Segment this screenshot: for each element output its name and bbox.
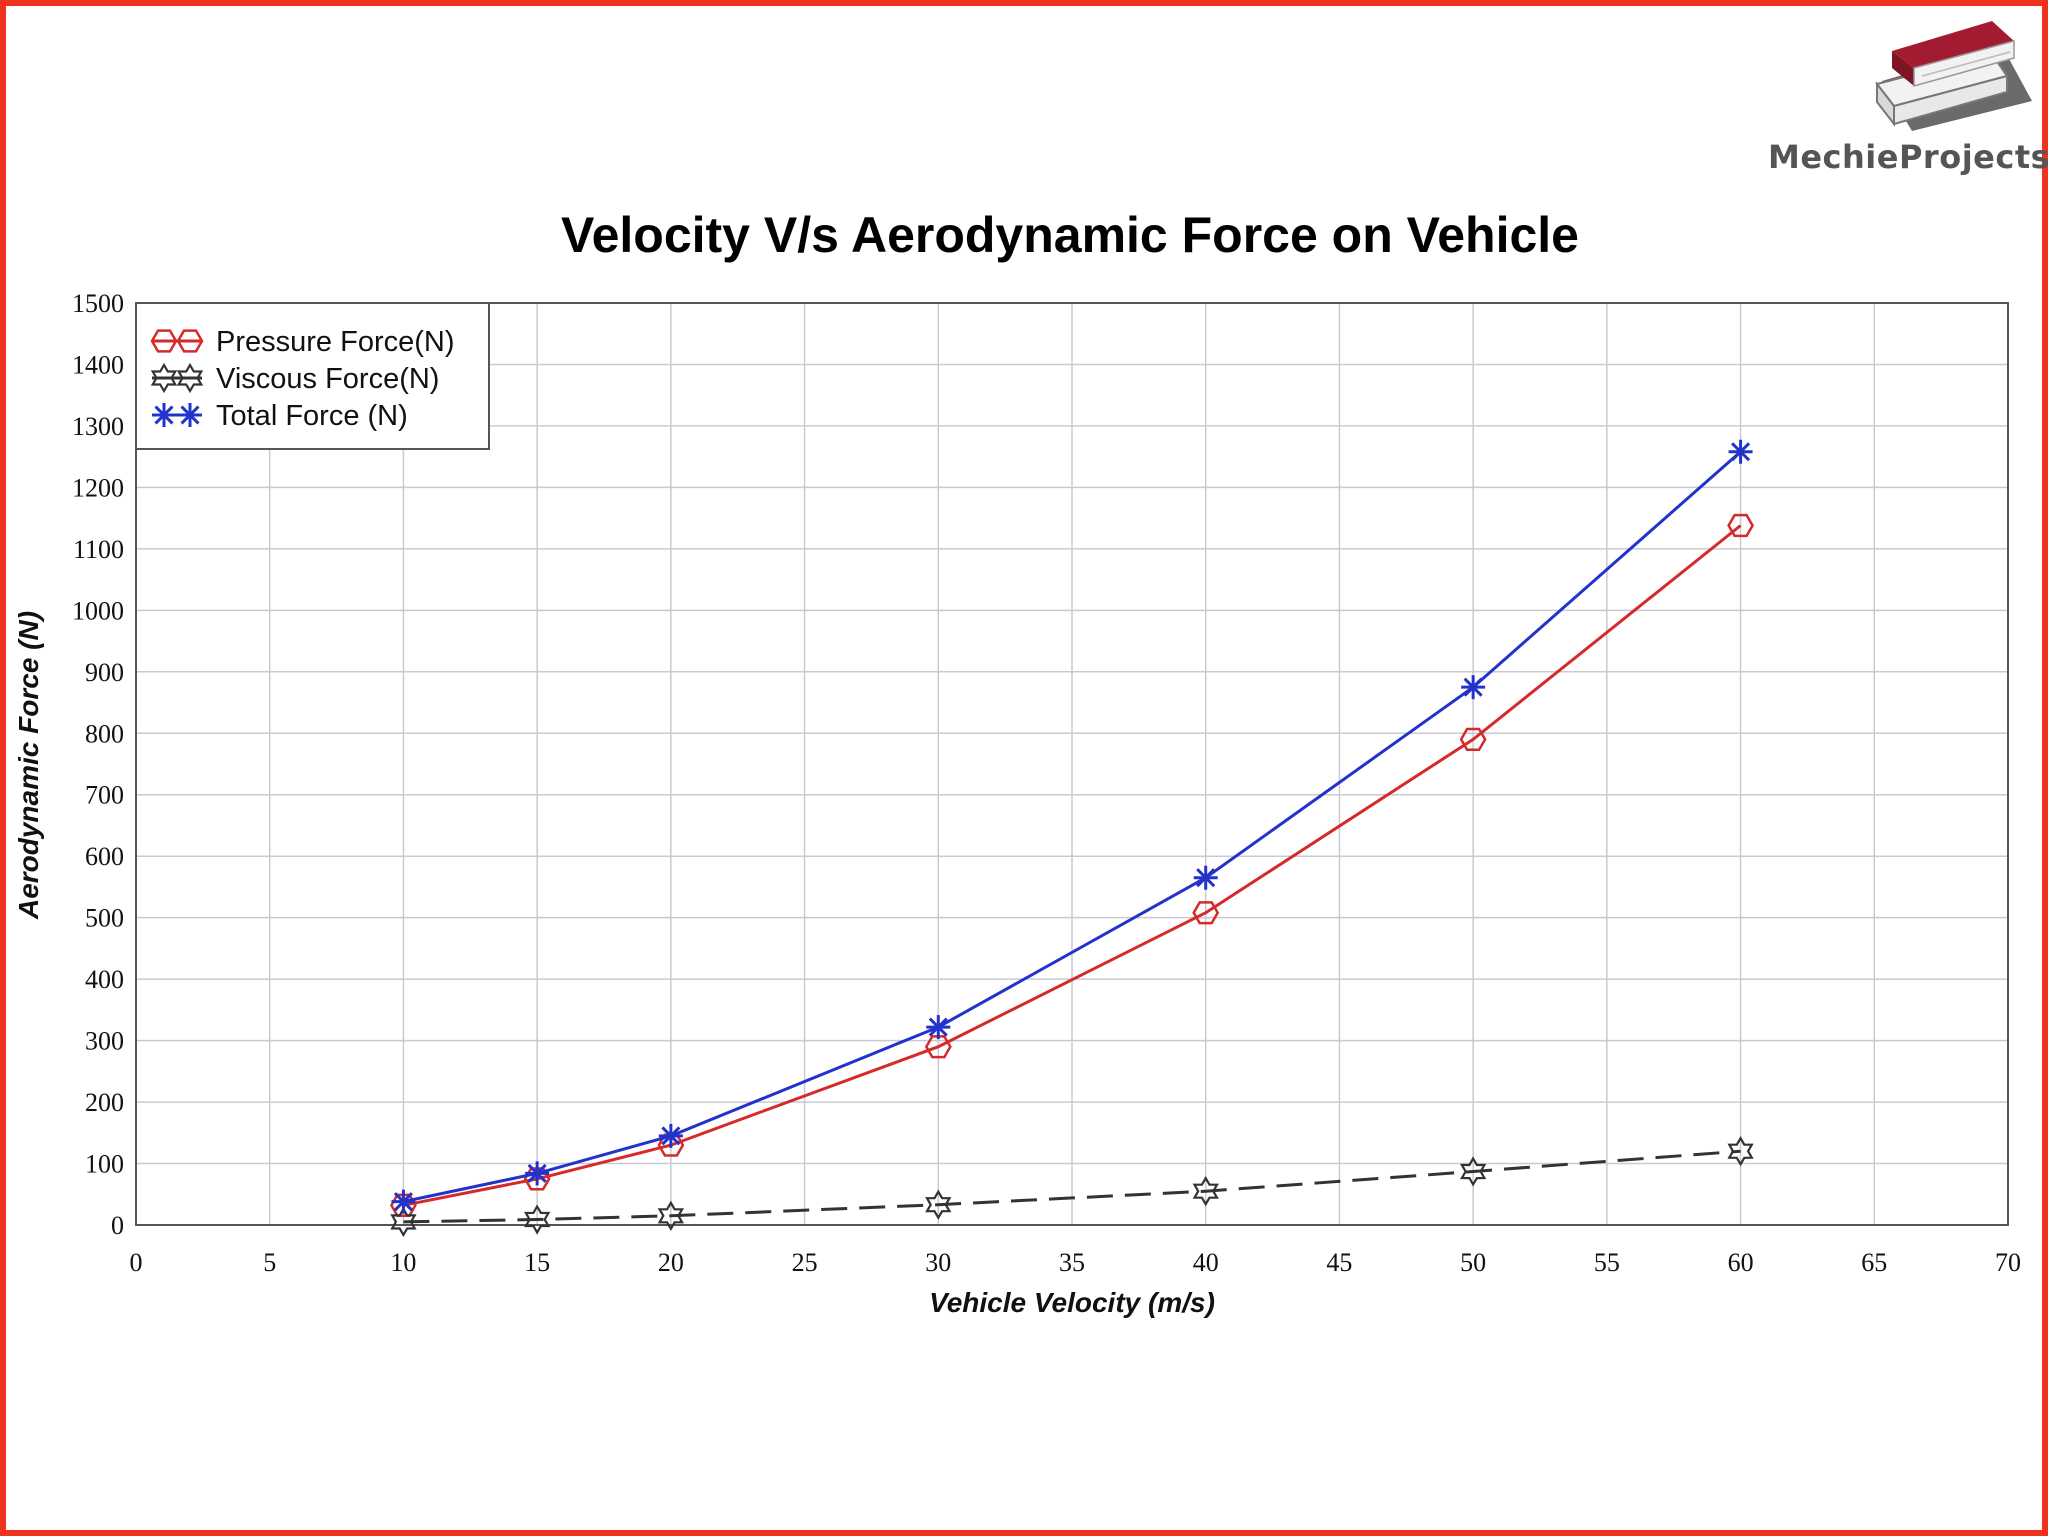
series-lines [389,439,1755,1238]
data-point-viscous-force-n [524,1204,551,1235]
y-tick-label: 1000 [72,596,124,625]
data-point-total-force-n [525,1161,550,1186]
x-tick-label: 45 [1326,1248,1352,1277]
x-tick-label: 0 [130,1248,143,1277]
data-point-viscous-force-n [925,1189,952,1220]
y-axis-label: Aerodynamic Force (N) [13,611,44,920]
y-axis-ticks: 0 100 200 300 400 500 600 700 800 900 1000 1100 1200… [72,289,124,1240]
data-point-total-force-n [1193,865,1218,890]
data-point-viscous-force-n [657,1200,684,1232]
x-axis-label: Vehicle Velocity (m/s) [929,1287,1215,1318]
x-tick-label: 50 [1460,1248,1486,1277]
legend-marker [150,362,178,394]
y-tick-label: 1400 [72,350,124,379]
legend-label: Total Force (N) [216,400,408,432]
legend-marker [152,403,176,427]
data-point-total-force-n [926,1015,951,1040]
x-axis-ticks: 0 5 10 15 20 25 30 35 40 45 50 55 60 65 70 [130,1248,2022,1277]
data-point-total-force-n [391,1189,416,1214]
plot-area [135,302,2009,1226]
y-tick-label: 900 [85,658,124,687]
data-point-viscous-force-n [1192,1176,1219,1207]
data-point-pressure-force-n [924,1035,952,1059]
x-tick-label: 60 [1728,1248,1754,1277]
legend-marker [150,329,178,353]
y-tick-label: 500 [85,904,124,933]
legend-marker [178,403,202,427]
x-tick-label: 55 [1594,1248,1620,1277]
y-tick-label: 400 [85,965,124,994]
legend-box [135,302,490,450]
legend: Pressure Force(N) Viscous Force(N) Total F… [135,302,490,450]
legend-item: Pressure Force(N) [150,326,455,358]
y-tick-label: 1300 [72,412,124,441]
data-point-viscous-force-n [390,1206,417,1238]
brand-name: MechieProjects [1768,138,2048,176]
books-icon [1875,21,2032,131]
data-point-viscous-force-n [1460,1156,1487,1187]
y-tick-label: 1500 [72,289,124,318]
chart-title: Velocity V/s Aerodynamic Force on Vehicl… [561,207,1579,263]
legend-marker [176,329,204,353]
x-tick-label: 15 [524,1248,550,1277]
series-line-viscous-force-n [403,1149,1741,1224]
x-tick-label: 10 [390,1248,416,1277]
data-point-pressure-force-n [1727,513,1755,538]
y-tick-label: 600 [85,842,124,871]
data-point-total-force-n [1728,439,1753,464]
y-tick-label: 200 [85,1088,124,1117]
legend-item: Total Force (N) [152,400,408,432]
y-tick-label: 1200 [72,473,124,502]
x-tick-label: 35 [1059,1248,1085,1277]
data-point-viscous-force-n [1727,1135,1754,1167]
data-point-pressure-force-n [1192,901,1220,925]
x-tick-label: 20 [658,1248,684,1277]
x-tick-label: 70 [1995,1248,2021,1277]
y-tick-label: 100 [85,1150,124,1179]
legend-item: Viscous Force(N) [150,362,439,395]
x-tick-label: 40 [1193,1248,1219,1277]
y-tick-label: 0 [111,1211,124,1240]
x-tick-label: 25 [792,1248,818,1277]
y-tick-label: 800 [85,719,124,748]
legend-label: Viscous Force(N) [216,363,439,395]
data-point-pressure-force-n [1459,727,1487,752]
y-tick-label: 1100 [73,535,124,564]
x-tick-label: 65 [1861,1248,1887,1277]
x-tick-label: 5 [263,1248,276,1277]
y-tick-label: 300 [85,1027,124,1056]
x-tick-label: 30 [925,1248,951,1277]
data-point-total-force-n [658,1123,683,1148]
data-point-total-force-n [1461,675,1486,700]
legend-label: Pressure Force(N) [216,326,455,358]
legend-marker [176,362,204,394]
y-tick-label: 700 [85,781,124,810]
